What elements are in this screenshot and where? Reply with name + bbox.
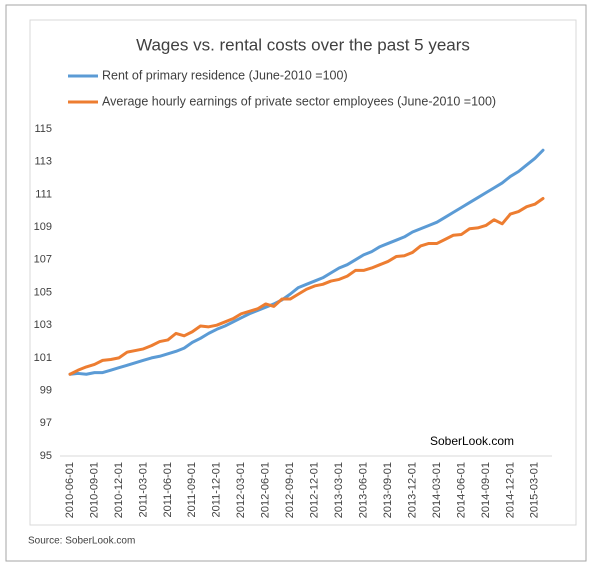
- y-tick-label: 99: [40, 385, 52, 397]
- x-tick-label: 2014-09-01: [480, 462, 492, 518]
- y-tick-label: 103: [34, 319, 52, 331]
- x-tick-label: 2012-12-01: [309, 462, 321, 518]
- x-tick-label: 2013-12-01: [406, 462, 418, 518]
- source: Source: SoberLook.com: [28, 536, 135, 547]
- x-tick-label: 2011-06-01: [162, 462, 174, 517]
- x-tick-label: 2012-09-01: [284, 462, 296, 518]
- x-tick-label: 2011-09-01: [186, 462, 198, 517]
- x-tick-label: 2010-06-01: [64, 462, 76, 518]
- annotation: SoberLook.com: [430, 434, 514, 448]
- x-tick-label: 2014-03-01: [431, 462, 443, 518]
- x-tick-label: 2013-09-01: [382, 462, 394, 518]
- x-tick-label: 2010-12-01: [113, 462, 125, 518]
- y-tick-label: 107: [34, 254, 52, 266]
- series-line: [68, 148, 545, 376]
- legend-label: Average hourly earnings of private secto…: [102, 94, 496, 108]
- y-tick-label: 95: [40, 450, 52, 462]
- x-tick-label: 2014-12-01: [504, 462, 516, 518]
- y-tick-label: 97: [40, 417, 52, 429]
- x-tick-label: 2011-03-01: [137, 462, 149, 517]
- y-tick-label: 115: [34, 123, 52, 135]
- y-tick-label: 105: [34, 286, 52, 298]
- x-tick-label: 2013-06-01: [357, 462, 369, 518]
- series-line: [68, 196, 545, 376]
- x-tick-label: 2010-09-01: [88, 462, 100, 518]
- y-tick-label: 113: [34, 156, 52, 168]
- x-tick-label: 2014-06-01: [455, 462, 467, 518]
- x-tick-label: 2013-03-01: [333, 462, 345, 518]
- y-tick-label: 111: [35, 188, 52, 200]
- x-tick-label: 2012-06-01: [260, 462, 272, 518]
- x-tick-label: 2012-03-01: [235, 462, 247, 518]
- y-tick-label: 109: [34, 221, 52, 233]
- x-tick-label: 2015-03-01: [529, 462, 541, 518]
- x-tick-label: 2011-12-01: [211, 462, 223, 517]
- chart-title: Wages vs. rental costs over the past 5 y…: [136, 35, 470, 54]
- y-tick-label: 101: [34, 352, 52, 364]
- chart-frame: [29, 19, 577, 526]
- legend-label: Rent of primary residence (June-2010 =10…: [102, 68, 348, 82]
